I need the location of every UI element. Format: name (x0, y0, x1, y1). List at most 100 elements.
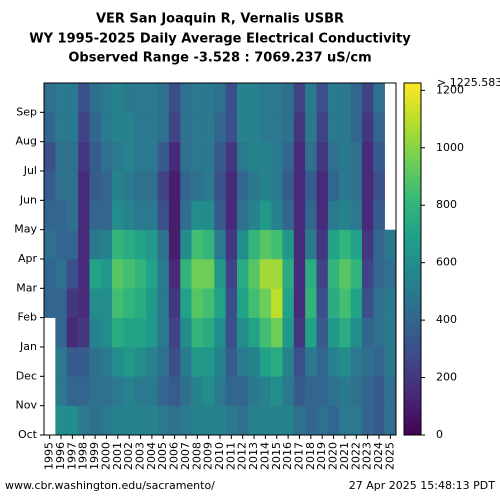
cell (157, 171, 170, 201)
cell (214, 405, 226, 436)
x-tick-label: 1996 (54, 442, 67, 470)
colorbar-step (404, 234, 421, 239)
cell (191, 141, 204, 172)
cell (327, 259, 340, 289)
cell (248, 259, 261, 289)
cell (123, 259, 136, 289)
y-tick-label: Jun (19, 193, 37, 206)
cell (123, 83, 136, 113)
cell (350, 112, 363, 142)
cell (78, 317, 90, 348)
cell (282, 229, 295, 260)
cell (316, 347, 329, 377)
cell (55, 83, 68, 113)
cell (123, 405, 136, 436)
source: www.cbr.washington.edu/sacramento/ (5, 479, 215, 492)
colorbar-step (404, 290, 421, 295)
cell (112, 200, 124, 230)
cell (100, 347, 113, 377)
cell (214, 112, 226, 142)
cell (44, 229, 56, 260)
colorbar-step (404, 269, 421, 274)
colorbar-step (404, 347, 421, 352)
cell (180, 376, 192, 406)
cell (282, 405, 295, 436)
cell (339, 376, 351, 406)
cell (316, 405, 329, 436)
colorbar-step (404, 354, 421, 359)
cell (55, 141, 68, 172)
cell (146, 347, 158, 377)
cell (55, 317, 68, 348)
cell (89, 200, 102, 230)
x-tick-label: 2016 (281, 442, 294, 470)
cell (350, 141, 363, 172)
cell (146, 171, 158, 201)
cell (89, 112, 102, 142)
cell (316, 259, 329, 289)
x-tick-label: 1998 (77, 442, 90, 470)
colorbar-step (404, 357, 421, 362)
colorbar-step (404, 336, 421, 341)
cell (248, 347, 261, 377)
colorbar-step (404, 156, 421, 161)
colorbar-step (404, 202, 421, 207)
cell (180, 259, 192, 289)
colorbar-step (404, 146, 421, 151)
cell (66, 200, 79, 230)
cell (327, 171, 340, 201)
cell (191, 405, 204, 436)
colorbar-step (404, 230, 421, 235)
cell (225, 229, 238, 260)
x-tick-label: 2015 (270, 442, 283, 470)
colorbar-step (404, 121, 421, 126)
cell (66, 112, 79, 142)
y-tick-label: Sep (16, 105, 37, 118)
colorbar-step (404, 118, 421, 123)
colorbar-step (404, 364, 421, 369)
cell (225, 317, 238, 348)
colorbar-step (404, 139, 421, 144)
x-tick-label: 2020 (327, 442, 340, 470)
cell (373, 141, 385, 172)
cell (271, 288, 283, 318)
colorbar-step (404, 431, 421, 436)
cell (157, 229, 170, 260)
cell (191, 317, 204, 348)
colorbar-step (404, 163, 421, 168)
cell (225, 376, 238, 406)
cell (248, 229, 261, 260)
cell (202, 141, 215, 172)
cell (66, 141, 79, 172)
colorbar-step (404, 378, 421, 383)
cell (100, 171, 113, 201)
cell (327, 112, 340, 142)
cell (180, 141, 192, 172)
colorbar-step (404, 287, 421, 292)
cell (112, 259, 124, 289)
x-tick-label: 2017 (292, 442, 305, 470)
cell (123, 317, 136, 348)
cell (55, 405, 68, 436)
y-tick-label: Dec (16, 369, 37, 382)
cell (191, 200, 204, 230)
cell (112, 229, 124, 260)
cell (248, 317, 261, 348)
cell (271, 259, 283, 289)
cell (100, 376, 113, 406)
cell (202, 171, 215, 201)
cell (339, 229, 351, 260)
cell (78, 171, 90, 201)
cell (146, 288, 158, 318)
cell (55, 288, 68, 318)
cell (271, 83, 283, 113)
colorbar-step (404, 262, 421, 267)
colorbar-step (404, 389, 421, 394)
colorbar-step (404, 315, 421, 320)
cell (361, 83, 374, 113)
cell (259, 376, 272, 406)
cell (259, 317, 272, 348)
colorbar-step (404, 382, 421, 387)
cell (134, 83, 147, 113)
cell (100, 141, 113, 172)
